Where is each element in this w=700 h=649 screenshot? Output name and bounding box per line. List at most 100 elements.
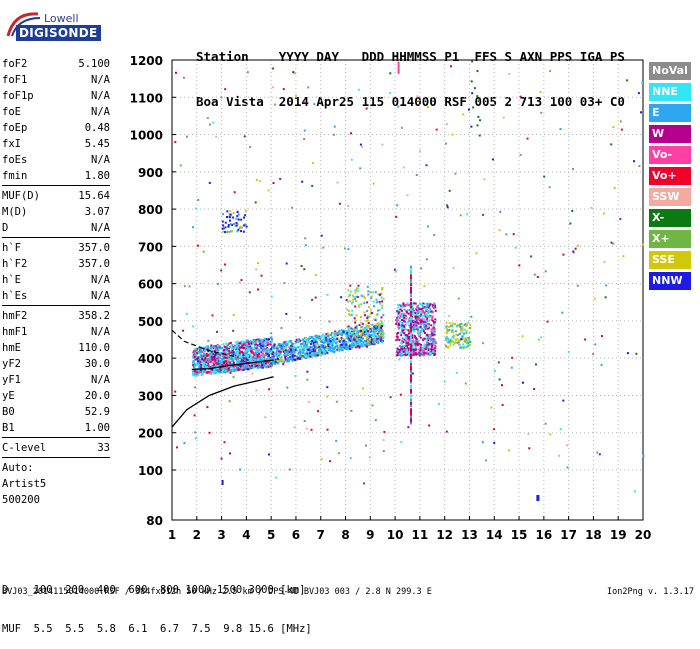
echo-point xyxy=(357,338,360,341)
x-tick-label: 10 xyxy=(387,528,404,542)
echo-point xyxy=(425,352,428,355)
echo-point xyxy=(204,368,207,371)
noise-point xyxy=(193,414,196,417)
echo-point xyxy=(350,335,353,338)
echo-point xyxy=(367,341,369,344)
echo-point xyxy=(463,332,465,335)
noise-point xyxy=(320,234,323,237)
echo-point xyxy=(224,364,227,366)
echo-point xyxy=(265,364,268,367)
param-row: fmin 1.80 xyxy=(2,168,110,184)
echo-point xyxy=(300,354,303,357)
noise-point xyxy=(326,386,329,389)
echo-point xyxy=(238,348,241,351)
echo-point xyxy=(397,326,400,329)
echo-point xyxy=(347,289,350,292)
echo-point xyxy=(395,320,398,323)
echo-point xyxy=(396,319,399,322)
echo-point xyxy=(397,322,400,325)
echo-point xyxy=(407,329,410,332)
echo-point xyxy=(400,346,403,349)
echo-point xyxy=(310,348,313,351)
echo-point xyxy=(208,354,210,357)
echo-point xyxy=(411,344,414,347)
marker-bar xyxy=(397,61,400,74)
noise-point xyxy=(497,361,500,364)
param-value: 0.48 xyxy=(84,122,110,134)
echo-point xyxy=(297,352,300,355)
echo-point xyxy=(266,344,269,347)
echo-point xyxy=(215,365,218,368)
noise-point xyxy=(311,298,314,301)
noise-point xyxy=(498,378,501,381)
echo-point xyxy=(201,356,204,359)
noise-point xyxy=(183,76,185,79)
echo-point xyxy=(322,352,325,355)
noise-point xyxy=(612,242,615,245)
echo-point xyxy=(227,349,230,351)
echo-point xyxy=(223,362,226,365)
param-row: h`F 357.0 xyxy=(2,240,110,256)
echo-point xyxy=(252,342,254,345)
echo-point xyxy=(225,349,228,352)
interference-point xyxy=(409,374,412,378)
noise-point xyxy=(448,189,451,192)
echo-point xyxy=(461,335,464,338)
echo-point xyxy=(423,321,426,324)
echo-point xyxy=(262,347,265,350)
echo-point xyxy=(347,339,350,342)
echo-point xyxy=(203,370,205,373)
noise-point xyxy=(332,133,335,136)
echo-point xyxy=(236,230,239,233)
echo-point xyxy=(420,308,423,311)
interference-point xyxy=(409,404,412,408)
echo-point xyxy=(342,347,345,350)
echo-point xyxy=(205,352,208,355)
echo-point xyxy=(300,345,303,348)
echo-point xyxy=(280,356,283,359)
echo-point xyxy=(451,329,454,332)
echo-point xyxy=(270,364,273,367)
echo-point xyxy=(257,349,259,352)
echo-point xyxy=(239,346,242,349)
echo-point xyxy=(258,362,261,365)
echo-point xyxy=(426,309,429,312)
echo-point xyxy=(366,329,369,331)
echo-point xyxy=(264,350,267,353)
echo-point xyxy=(421,338,424,341)
y-tick-label: 700 xyxy=(138,240,163,254)
echo-point xyxy=(415,315,418,318)
noise-point xyxy=(395,270,398,273)
echo-point xyxy=(251,365,254,367)
echo-point xyxy=(326,351,329,354)
echo-point xyxy=(465,337,468,340)
echo-point xyxy=(318,339,321,341)
echo-point xyxy=(363,327,366,330)
echo-point xyxy=(411,352,414,355)
interference-point xyxy=(409,362,412,366)
echo-point xyxy=(269,364,272,367)
noise-point xyxy=(460,338,463,341)
echo-point xyxy=(421,328,423,331)
param-row: hmE 110.0 xyxy=(2,340,110,356)
echo-point xyxy=(220,347,223,350)
echo-point xyxy=(402,350,405,353)
echo-point xyxy=(265,361,268,364)
echo-point xyxy=(217,349,219,352)
echo-point xyxy=(231,223,234,226)
echo-point xyxy=(429,303,432,306)
echo-point xyxy=(449,338,452,341)
echo-point xyxy=(324,344,326,347)
noise-point xyxy=(633,490,636,493)
echo-point xyxy=(452,334,455,337)
echo-point xyxy=(429,307,432,310)
echo-point xyxy=(411,304,414,307)
echo-point xyxy=(198,347,201,350)
echo-point xyxy=(356,345,359,348)
echo-point xyxy=(250,360,252,363)
echo-point xyxy=(192,364,195,366)
noise-point xyxy=(443,380,446,383)
echo-point xyxy=(255,362,258,365)
echo-point xyxy=(348,313,350,316)
noise-point xyxy=(333,125,336,128)
